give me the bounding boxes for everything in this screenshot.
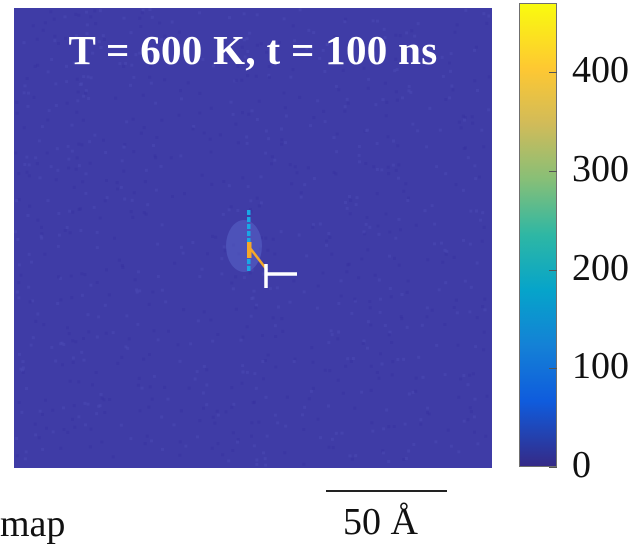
cyan-segment (247, 217, 251, 222)
colorbar-tick-mark (549, 72, 557, 74)
heatmap-noise (14, 8, 491, 467)
heatmap-canvas (14, 8, 492, 468)
cyan-segment (247, 210, 251, 215)
colorbar-tick-label: 200 (572, 246, 629, 289)
colorbar-tick-mark (549, 368, 557, 370)
colorbar-tick-label: 100 (572, 345, 629, 388)
heatmap-plot-area: T = 600 K, t = 100 ns (14, 8, 492, 468)
caption-fragment: map (0, 503, 66, 545)
cyan-segment (247, 259, 251, 264)
colorbar-tick-mark (549, 170, 557, 172)
scale-bar-label: 50 Å (343, 501, 418, 543)
colorbar-tick-label: 400 (572, 49, 629, 92)
heatmap-features (226, 210, 268, 272)
scale-bar (326, 490, 447, 492)
cyan-segment (247, 266, 251, 271)
colorbar-tick-label: 0 (572, 444, 591, 486)
map-title: T = 600 K, t = 100 ns (68, 27, 438, 73)
colorbar-tick-mark (549, 467, 557, 468)
cyan-segment (247, 238, 251, 243)
hot-spot (247, 242, 252, 258)
colorbar-tick-label: 300 (572, 147, 629, 190)
colorbar-tick-mark (549, 269, 557, 271)
colorbar (519, 3, 557, 467)
dislocation-symbol-icon (264, 264, 297, 288)
cyan-segment (247, 224, 251, 229)
halo-region (226, 220, 262, 272)
cyan-segment (247, 231, 251, 236)
orange-streak (249, 247, 268, 271)
